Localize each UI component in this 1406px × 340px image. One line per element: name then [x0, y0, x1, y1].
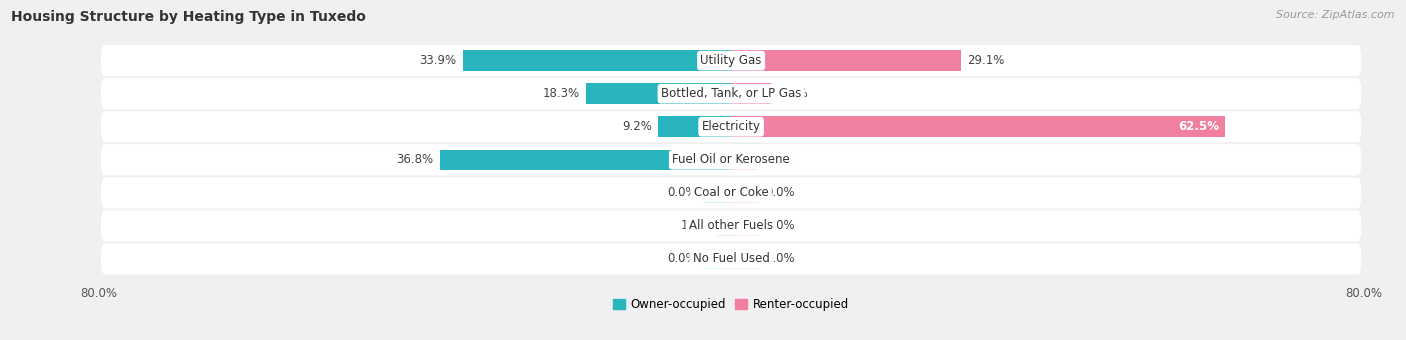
Bar [440, 150, 731, 170]
Bar [731, 117, 1226, 137]
Bar [731, 83, 772, 104]
Bar [586, 83, 731, 104]
Text: Electricity: Electricity [702, 120, 761, 133]
Text: 18.3%: 18.3% [543, 87, 581, 100]
Bar [731, 50, 962, 71]
Text: Source: ZipAtlas.com: Source: ZipAtlas.com [1277, 10, 1395, 20]
Bar [731, 150, 758, 170]
Text: All other Fuels: All other Fuels [689, 219, 773, 233]
Text: No Fuel Used: No Fuel Used [693, 253, 769, 266]
Text: Housing Structure by Heating Type in Tuxedo: Housing Structure by Heating Type in Tux… [11, 10, 366, 24]
Text: 62.5%: 62.5% [1178, 120, 1219, 133]
Bar [703, 249, 731, 269]
Bar [463, 50, 731, 71]
Text: 1.8%: 1.8% [681, 219, 710, 233]
Text: 0.0%: 0.0% [668, 186, 697, 199]
Text: 36.8%: 36.8% [396, 153, 433, 166]
Text: Bottled, Tank, or LP Gas: Bottled, Tank, or LP Gas [661, 87, 801, 100]
Bar [731, 183, 759, 203]
FancyBboxPatch shape [101, 45, 1361, 76]
Bar [658, 117, 731, 137]
Text: Fuel Oil or Kerosene: Fuel Oil or Kerosene [672, 153, 790, 166]
Text: 0.0%: 0.0% [765, 253, 794, 266]
Text: Utility Gas: Utility Gas [700, 54, 762, 67]
Bar [703, 183, 731, 203]
Text: 3.4%: 3.4% [765, 153, 794, 166]
Text: 33.9%: 33.9% [419, 54, 457, 67]
Text: 0.0%: 0.0% [668, 253, 697, 266]
FancyBboxPatch shape [101, 210, 1361, 241]
FancyBboxPatch shape [101, 111, 1361, 142]
FancyBboxPatch shape [101, 78, 1361, 109]
Legend: Owner-occupied, Renter-occupied: Owner-occupied, Renter-occupied [607, 293, 855, 316]
Text: 0.0%: 0.0% [765, 186, 794, 199]
Bar [731, 216, 759, 236]
FancyBboxPatch shape [101, 177, 1361, 208]
Text: 29.1%: 29.1% [967, 54, 1005, 67]
Bar [731, 249, 759, 269]
Text: Coal or Coke: Coal or Coke [693, 186, 769, 199]
Text: 0.0%: 0.0% [765, 219, 794, 233]
FancyBboxPatch shape [101, 144, 1361, 175]
Text: 9.2%: 9.2% [623, 120, 652, 133]
Text: 5.1%: 5.1% [778, 87, 807, 100]
Bar [717, 216, 731, 236]
FancyBboxPatch shape [101, 243, 1361, 274]
